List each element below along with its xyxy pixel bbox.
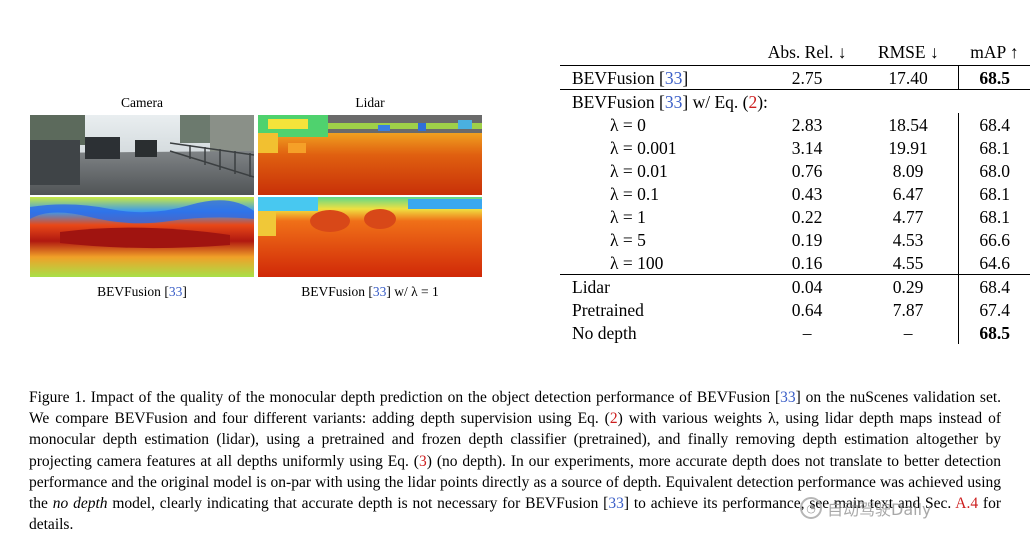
- map-cell: 68.4: [958, 274, 1030, 298]
- row-label: No depth: [572, 322, 637, 343]
- abs-rel-cell: 0.22: [791, 206, 823, 227]
- citation-link[interactable]: 33: [664, 67, 683, 88]
- row-label: BEVFusion [33]: [560, 65, 757, 90]
- abs-rel-cell: 0.64: [791, 299, 823, 320]
- map-cell: 68.0: [958, 159, 1030, 182]
- abs-rel-cell: 3.14: [791, 137, 823, 158]
- column-header: Abs. Rel. ↓: [767, 42, 847, 62]
- rmse-cell: 0.29: [892, 276, 924, 297]
- column-header: RMSE ↓: [877, 42, 939, 62]
- equation-link[interactable]: 2: [609, 410, 618, 428]
- citation-link[interactable]: 33: [664, 91, 683, 112]
- section-link[interactable]: A.4: [955, 495, 979, 513]
- row-label: Lidar: [572, 276, 610, 297]
- right-panel-caption: BEVFusion [33] w/ λ = 1: [301, 284, 439, 299]
- row-label: λ = 100: [560, 251, 757, 275]
- table-row: Lidar 0.04 0.29 68.4: [560, 274, 1030, 298]
- table-row: λ = 0.001 3.14 19.91 68.1: [560, 136, 1030, 159]
- table-row: No depth – – 68.5: [560, 321, 1030, 344]
- rmse-cell: 4.55: [857, 251, 959, 275]
- camera-depth-map: [30, 197, 254, 277]
- column-header: mAP ↑: [970, 42, 1019, 62]
- map-cell: 68.4: [958, 113, 1030, 136]
- watermark: ◔ 自动驾驶Daily: [800, 496, 932, 520]
- equation-link[interactable]: 2: [748, 91, 758, 112]
- lidar-title: Lidar: [355, 95, 385, 110]
- abs-rel-cell: 0.04: [791, 276, 823, 297]
- rmse-cell: 4.77: [892, 206, 924, 227]
- abs-rel-cell: 0.76: [791, 160, 823, 181]
- left-panel-caption: BEVFusion [33]: [97, 284, 187, 299]
- rmse-cell: 17.40: [857, 65, 959, 90]
- results-table: Abs. Rel. ↓ RMSE ↓ mAP ↑ BEVFusion [33] …: [560, 39, 1030, 344]
- lidar-image: [258, 115, 482, 195]
- figure-label: Figure 1.: [29, 389, 86, 406]
- rmse-cell: 6.47: [892, 183, 924, 204]
- map-cell: 68.5: [958, 65, 1030, 90]
- rmse-cell: 8.09: [892, 160, 924, 181]
- map-cell: 67.4: [958, 298, 1030, 321]
- citation-link[interactable]: 33: [780, 389, 796, 406]
- watermark-text: 自动驾驶Daily: [827, 500, 932, 519]
- table-row: λ = 0 2.83 18.54 68.4: [560, 113, 1030, 136]
- abs-rel-cell: 2.75: [756, 65, 858, 90]
- table-row: λ = 5 0.19 4.53 66.6: [560, 228, 1030, 251]
- row-label: λ = 1: [610, 206, 646, 227]
- row-label: λ = 5: [610, 229, 646, 250]
- citation-link[interactable]: 33: [168, 284, 183, 299]
- abs-rel-cell: –: [802, 322, 812, 343]
- map-cell: 68.5: [958, 321, 1030, 344]
- map-cell: 68.1: [958, 182, 1030, 205]
- rmse-cell: –: [903, 322, 913, 343]
- group-header-row: BEVFusion [33] w/ Eq. (2):: [560, 90, 1030, 114]
- abs-rel-cell: 0.19: [791, 229, 823, 250]
- figure-caption: Figure 1. Impact of the quality of the m…: [29, 389, 1002, 534]
- abs-rel-cell: 0.43: [791, 183, 823, 204]
- table-header-row: Abs. Rel. ↓ RMSE ↓ mAP ↑: [560, 39, 1030, 66]
- row-label: λ = 0.01: [610, 160, 668, 181]
- abs-rel-cell: 2.83: [791, 114, 823, 135]
- equation-link[interactable]: 3: [418, 452, 427, 470]
- map-cell: 68.1: [958, 205, 1030, 228]
- citation-link[interactable]: 33: [372, 284, 387, 299]
- table-row: BEVFusion [33] 2.75 17.40 68.5: [560, 65, 1030, 90]
- emphasis-text: no depth: [52, 495, 108, 513]
- wechat-icon: ◔: [800, 497, 822, 519]
- rmse-cell: 18.54: [888, 114, 928, 135]
- table-row: λ = 100 0.16 4.55 64.6: [560, 251, 1030, 275]
- lidar-depth-map: [258, 197, 482, 277]
- row-label: λ = 0: [610, 114, 646, 135]
- table-row: Pretrained 0.64 7.87 67.4: [560, 298, 1030, 321]
- map-cell: 68.1: [958, 136, 1030, 159]
- row-label: λ = 0.1: [610, 183, 659, 204]
- table-row: λ = 1 0.22 4.77 68.1: [560, 205, 1030, 228]
- row-label: λ = 0.001: [610, 137, 677, 158]
- camera-title: Camera: [121, 95, 163, 110]
- citation-link[interactable]: 33: [608, 495, 624, 513]
- rmse-cell: 19.91: [888, 137, 928, 158]
- rmse-cell: 4.53: [892, 229, 924, 250]
- abs-rel-cell: 0.16: [756, 251, 858, 275]
- table-row: λ = 0.01 0.76 8.09 68.0: [560, 159, 1030, 182]
- table-row: λ = 0.1 0.43 6.47 68.1: [560, 182, 1030, 205]
- map-cell: 64.6: [958, 251, 1030, 275]
- row-label: Pretrained: [572, 299, 644, 320]
- camera-image: [30, 115, 254, 195]
- rmse-cell: 7.87: [892, 299, 924, 320]
- group-label: BEVFusion [33] w/ Eq. (2):: [572, 91, 768, 112]
- map-cell: 66.6: [958, 228, 1030, 251]
